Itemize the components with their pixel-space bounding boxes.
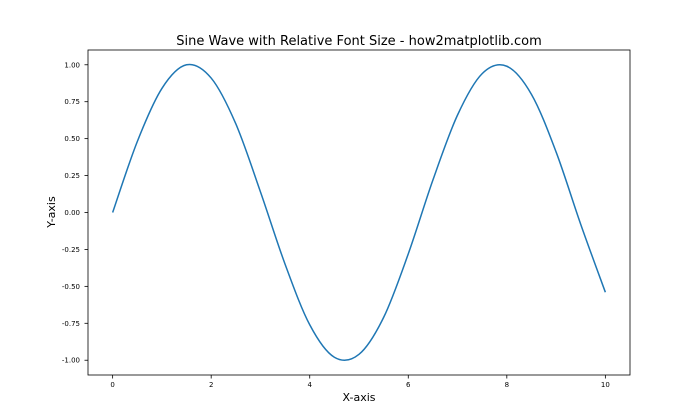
x-tick-label: 4 (307, 381, 312, 389)
y-axis-ticks: 1.00 0.75 0.50 0.25 0.00 -0.25 -0.50 -0.75 -1.00 (62, 61, 88, 365)
x-tick-label: 2 (209, 381, 213, 389)
y-tick-label: -0.25 (62, 246, 80, 254)
y-axis-label: Y-axis (45, 196, 58, 229)
y-tick-label: -1.00 (62, 357, 80, 365)
x-tick-label: 10 (601, 381, 610, 389)
x-tick-label: 8 (505, 381, 509, 389)
y-tick-label: 0.25 (64, 172, 80, 180)
x-tick-label: 6 (406, 381, 411, 389)
y-tick-label: 0.75 (64, 98, 80, 106)
series-group (111, 63, 607, 362)
y-tick-label: -0.75 (62, 320, 80, 328)
x-axis-ticks: 0 2 4 6 8 10 (110, 375, 610, 389)
y-tick-label: -0.50 (62, 283, 80, 291)
y-tick-label: 0.50 (64, 135, 80, 143)
plot-area (87, 49, 631, 376)
x-tick-label: 0 (110, 381, 114, 389)
y-tick-label: 0.00 (64, 209, 80, 217)
chart-title: Sine Wave with Relative Font Size - how2… (176, 34, 542, 49)
y-tick-label: 1.00 (64, 61, 80, 69)
x-axis-label: X-axis (343, 391, 376, 404)
sine-series-line (111, 63, 607, 362)
